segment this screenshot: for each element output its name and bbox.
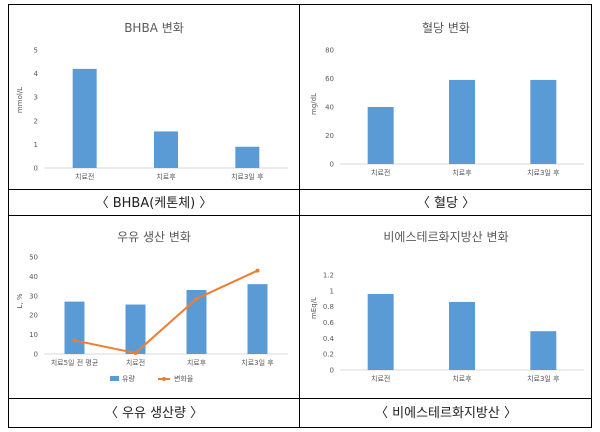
chart-title: BHBA 변화 <box>124 21 184 35</box>
x-tick-label: 치료전 <box>371 374 390 383</box>
chart-bhba: BHBA 변화 mmol/L 0 1 2 3 4 5 치료전 치료후 치료3일 후 <box>16 21 288 181</box>
y-tick-label: 0.6 <box>323 319 335 327</box>
bar <box>154 131 178 168</box>
y-tick-label: 0 <box>330 367 334 375</box>
y-tick-label: 0 <box>330 161 334 169</box>
x-tick-label: 치료후 <box>452 168 472 177</box>
y-tick-label: 60 <box>325 75 334 83</box>
y-tick-label: 0 <box>34 351 38 359</box>
y-tick-label: 50 <box>29 254 38 262</box>
y-tick-label: 2 <box>34 117 38 125</box>
line-point <box>194 296 199 301</box>
y-tick-label: 4 <box>34 70 39 78</box>
bar <box>72 68 97 168</box>
chart-grid: 〈 BHBA(케톤체) 〉 〈 혈당 〉 〈 우유 생산량 〉 〈 비에스테르화… <box>8 4 592 428</box>
y-tick-label: 1 <box>34 141 38 149</box>
line-point <box>133 351 138 356</box>
chart-nefa: 비에스테르화지방산 변화 mEq/L 0 0.2 0.4 0.6 0.8 1 1.2 치료전 치… <box>310 230 584 383</box>
y-axis-label: L, % <box>16 293 24 308</box>
legend-label-line: 변화율 <box>174 375 194 383</box>
y-tick-label: 0.2 <box>323 351 334 359</box>
y-tick-label: 0.4 <box>323 335 335 343</box>
line-point <box>255 268 260 273</box>
chart-title: 우유 생산 변화 <box>117 230 191 244</box>
bar <box>530 331 557 370</box>
bar <box>367 107 394 164</box>
y-tick-label: 30 <box>29 292 38 300</box>
y-tick-label: 10 <box>29 331 38 339</box>
line-point <box>72 338 77 343</box>
y-tick-label: 1.2 <box>323 272 334 280</box>
y-tick-label: 0 <box>34 165 38 173</box>
y-tick-label: 40 <box>325 104 334 112</box>
y-axis-label: mEq/L <box>310 297 318 319</box>
legend-marker-line <box>162 377 166 381</box>
x-tick-label: 치료전 <box>371 168 390 177</box>
x-tick-label: 치료후 <box>156 172 176 181</box>
y-tick-label: 20 <box>325 132 334 140</box>
y-axis-label: mmol/L <box>16 87 24 113</box>
x-tick-label: 치료3일 후 <box>241 358 274 367</box>
chart-title: 비에스테르화지방산 변화 <box>383 230 508 244</box>
bar <box>530 79 557 164</box>
bar <box>64 301 85 354</box>
chart-blood-glucose: 혈당 변화 mg/dL 0 20 40 60 80 치료전 치료후 치료3일 후 <box>310 21 584 177</box>
series-line <box>74 269 258 355</box>
legend-swatch-bar <box>110 376 119 381</box>
x-tick-label: 치료3일 후 <box>527 374 560 383</box>
caption-bhba: 〈 BHBA(케톤체) 〉 <box>96 196 213 211</box>
caption-milk-yield: 〈 우유 생산량 〉 <box>105 406 203 421</box>
chart-title: 혈당 변화 <box>422 21 470 35</box>
caption-nefa: 〈 비에스테르화지방산 〉 <box>375 406 517 421</box>
y-tick-label: 80 <box>325 47 334 55</box>
bar <box>235 146 260 168</box>
y-tick-label: 5 <box>34 47 38 55</box>
y-tick-label: 20 <box>29 312 38 320</box>
x-tick-label: 치료후 <box>187 358 207 367</box>
caption-blood-glucose: 〈 혈당 〉 <box>417 196 475 211</box>
bar <box>449 301 475 370</box>
x-tick-label: 치료전 <box>75 172 94 181</box>
y-axis-label: mg/dL <box>310 93 318 115</box>
x-tick-label: 치료3일 후 <box>527 168 560 177</box>
x-tick-label: 치료3일 후 <box>231 172 264 181</box>
y-tick-label: 40 <box>29 273 38 281</box>
x-tick-label: 치료후 <box>452 374 472 383</box>
x-tick-label: 치료전 <box>126 358 145 367</box>
bar <box>125 304 146 354</box>
bar <box>247 284 268 354</box>
bar <box>186 289 207 354</box>
legend-label-bar: 유량 <box>122 375 135 383</box>
x-tick-label: 치료5일 전 평균 <box>51 358 99 367</box>
y-tick-label: 1 <box>330 287 334 295</box>
bar <box>449 79 475 164</box>
y-tick-label: 3 <box>34 94 38 102</box>
bar <box>367 294 394 370</box>
y-tick-label: 0.8 <box>323 303 334 311</box>
chart-milk-yield: 우유 생산 변화 L, % 유량 변화율 0 10 20 30 40 50 치료5일 전 평… <box>16 230 288 383</box>
